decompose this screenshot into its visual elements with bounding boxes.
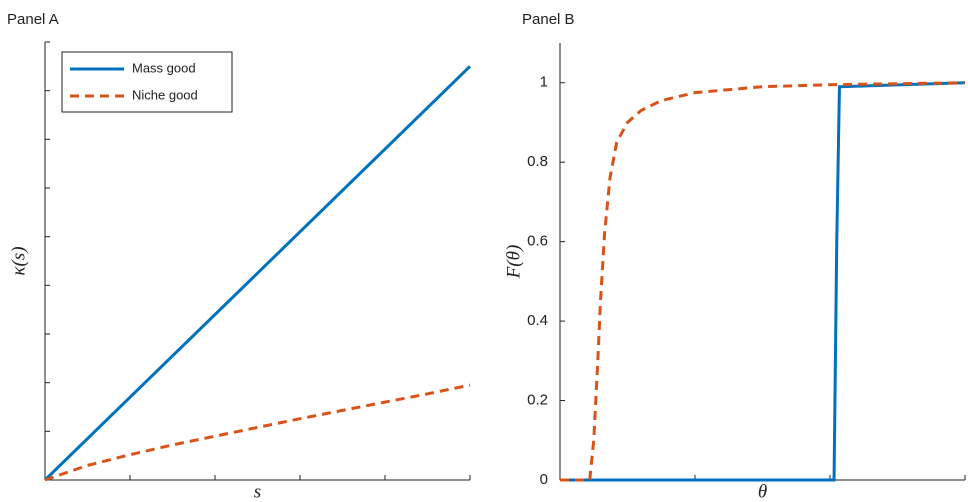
legend-label: Niche good — [132, 87, 198, 102]
data-line — [560, 81, 966, 482]
y-tick-label: 1 — [540, 74, 548, 91]
y-tick-label: 0 — [540, 471, 548, 488]
data-line — [560, 81, 966, 482]
x-axis-label: s — [254, 481, 261, 502]
y-axis-label: κ(s) — [8, 246, 29, 275]
y-tick-label: 0.4 — [527, 312, 548, 329]
y-axis-label: F(θ) — [503, 245, 524, 280]
legend-label: Mass good — [132, 60, 196, 75]
y-tick-label: 0.6 — [527, 233, 548, 250]
legend-box — [61, 51, 233, 113]
y-tick-label: 0.8 — [527, 153, 548, 170]
panel-title: Panel B — [522, 11, 575, 28]
y-tick-label: 0.2 — [527, 392, 548, 409]
panel-title: Panel A — [7, 11, 59, 28]
data-line — [43, 65, 472, 482]
x-axis-label: θ — [758, 481, 767, 502]
data-line — [44, 383, 471, 482]
